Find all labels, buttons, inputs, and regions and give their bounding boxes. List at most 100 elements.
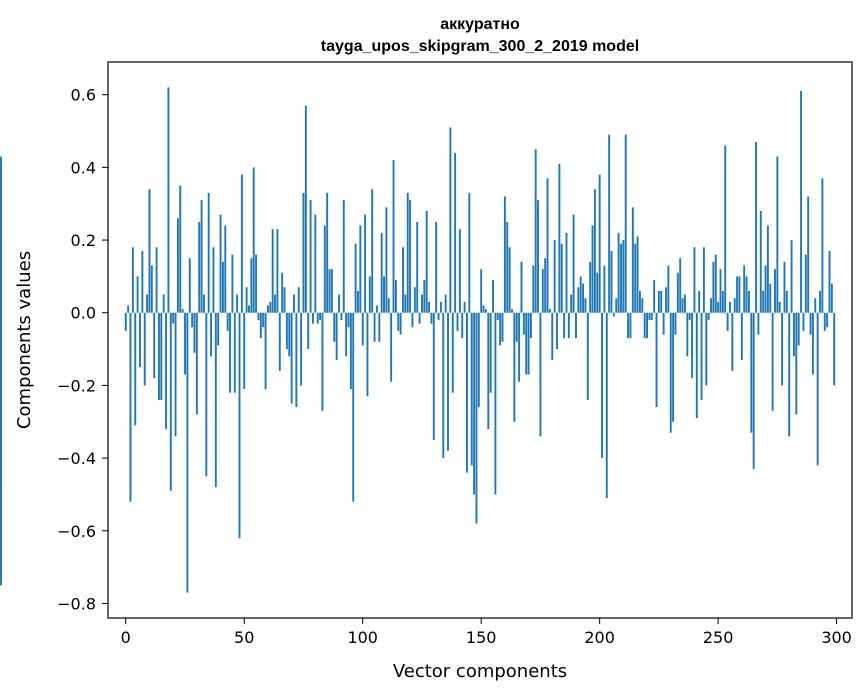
bar (657, 290, 660, 313)
bar (503, 196, 506, 313)
bar (307, 312, 310, 350)
bar (466, 312, 468, 473)
bar (816, 312, 819, 466)
bar (451, 312, 454, 393)
bar (207, 192, 210, 313)
bar (793, 312, 795, 357)
bar (205, 312, 208, 477)
bar (345, 312, 348, 357)
bar (146, 294, 149, 313)
bar (188, 258, 191, 313)
bar (157, 312, 160, 400)
bar (165, 312, 167, 430)
bar (179, 185, 182, 313)
bar (721, 290, 724, 313)
y-tick-label: 0.2 (71, 231, 96, 250)
bar (221, 261, 224, 313)
bar (203, 294, 205, 313)
bar (169, 312, 172, 491)
bar (520, 261, 523, 313)
bar (402, 247, 404, 313)
bar (797, 312, 800, 346)
bar (553, 240, 556, 313)
bar (357, 290, 359, 313)
bar (634, 243, 637, 313)
bar (669, 312, 672, 433)
bar (582, 283, 585, 313)
bar (236, 294, 239, 313)
bar (809, 312, 812, 335)
bar (762, 290, 765, 313)
bar (828, 250, 831, 313)
bar (153, 312, 156, 379)
bar (162, 294, 165, 313)
bar (127, 305, 130, 313)
bar (252, 167, 255, 313)
bar (176, 218, 179, 313)
bar (437, 312, 440, 321)
bar (790, 240, 793, 313)
bar (428, 301, 431, 313)
bar (674, 312, 677, 335)
bar (394, 280, 397, 313)
bar (643, 312, 646, 339)
bar (373, 312, 376, 342)
bar (290, 312, 293, 404)
bar (243, 312, 246, 390)
bar (525, 312, 528, 375)
y-tick-label: 0.0 (71, 304, 96, 323)
bar (579, 276, 582, 313)
bar (269, 301, 272, 313)
bar (747, 290, 750, 313)
chart-title: аккуратно (440, 16, 520, 33)
bar (783, 261, 786, 313)
bar (297, 287, 300, 313)
bar (717, 301, 720, 313)
bar (738, 276, 741, 313)
bar (558, 163, 561, 313)
bar (375, 305, 378, 313)
bar (506, 221, 509, 313)
bar (245, 287, 248, 313)
bar (456, 312, 459, 331)
bar (240, 174, 243, 313)
bar (785, 290, 788, 313)
bar (380, 232, 383, 313)
bar (532, 265, 535, 313)
x-axis-ticks: 0 50 100 150 200 250 300 (121, 618, 852, 647)
bar (274, 294, 276, 313)
bar (781, 312, 784, 386)
bar (487, 312, 490, 430)
bar (710, 298, 712, 313)
bar (800, 91, 803, 313)
bar (826, 312, 829, 328)
bar (411, 312, 414, 328)
bar (470, 312, 473, 466)
bar (191, 312, 194, 328)
bar (432, 312, 435, 440)
bar (283, 287, 286, 313)
bar (468, 192, 471, 313)
bar (463, 301, 466, 313)
bar (802, 312, 805, 331)
bar (304, 105, 307, 313)
bar (371, 189, 374, 313)
bar (544, 258, 547, 313)
bar (511, 309, 513, 313)
bar (608, 134, 611, 313)
bar (378, 312, 381, 342)
bar (354, 243, 357, 313)
bar (217, 312, 220, 346)
bar (541, 269, 544, 313)
bar (596, 272, 599, 313)
x-tick-label: 300 (821, 628, 852, 647)
bar (473, 312, 476, 495)
bar (570, 294, 573, 313)
bar (484, 309, 487, 313)
bar (776, 156, 779, 313)
bar (271, 229, 274, 313)
bar (518, 312, 521, 382)
y-tick-label: −0.8 (57, 594, 96, 613)
bar (224, 225, 227, 313)
bar (679, 258, 682, 313)
